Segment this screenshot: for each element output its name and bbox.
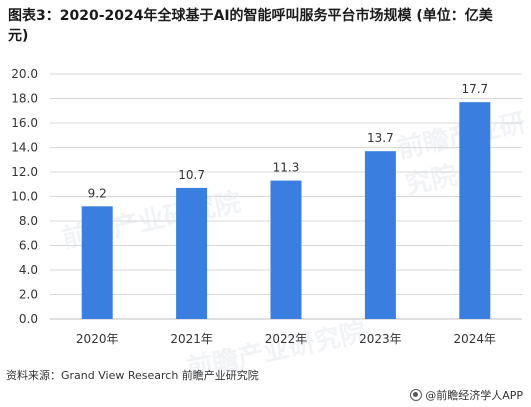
y-tick-label: 2.0 [19, 288, 38, 302]
x-tick-label: 2021年 [170, 332, 213, 346]
data-label: 13.7 [367, 131, 394, 145]
brand-logo-icon [410, 389, 423, 401]
bar [459, 102, 491, 319]
bar [364, 151, 396, 319]
bar [81, 206, 113, 319]
data-label: 10.7 [178, 168, 205, 182]
y-tick-label: 8.0 [19, 214, 38, 228]
y-tick-label: 12.0 [11, 165, 38, 179]
data-label: 17.7 [461, 82, 488, 96]
y-tick-label: 4.0 [19, 263, 38, 277]
y-tick-label: 18.0 [11, 92, 38, 106]
bar [270, 180, 302, 319]
y-tick-label: 10.0 [11, 190, 38, 204]
y-tick-label: 16.0 [11, 116, 38, 130]
data-label: 11.3 [273, 161, 300, 175]
source-note: 资料来源：Grand View Research 前瞻产业研究院 [6, 369, 259, 382]
y-tick-label: 0.0 [19, 312, 38, 326]
y-tick-label: 14.0 [11, 141, 38, 155]
data-label: 9.2 [88, 186, 107, 200]
chart-title: 图表3：2020-2024年全球基于AI的智能呼叫服务平台市场规模 (单位：亿美… [8, 8, 493, 44]
y-tick-label: 6.0 [19, 239, 38, 253]
x-tick-label: 2023年 [359, 332, 402, 346]
y-tick-label: 20.0 [11, 67, 38, 81]
brand-label: @前瞻经济学人APP [425, 389, 523, 402]
x-tick-label: 2024年 [454, 332, 497, 346]
x-tick-label: 2022年 [265, 332, 308, 346]
bar [176, 187, 208, 319]
brand-footer: @前瞻经济学人APP [410, 387, 523, 403]
x-tick-label: 2020年 [76, 332, 119, 346]
